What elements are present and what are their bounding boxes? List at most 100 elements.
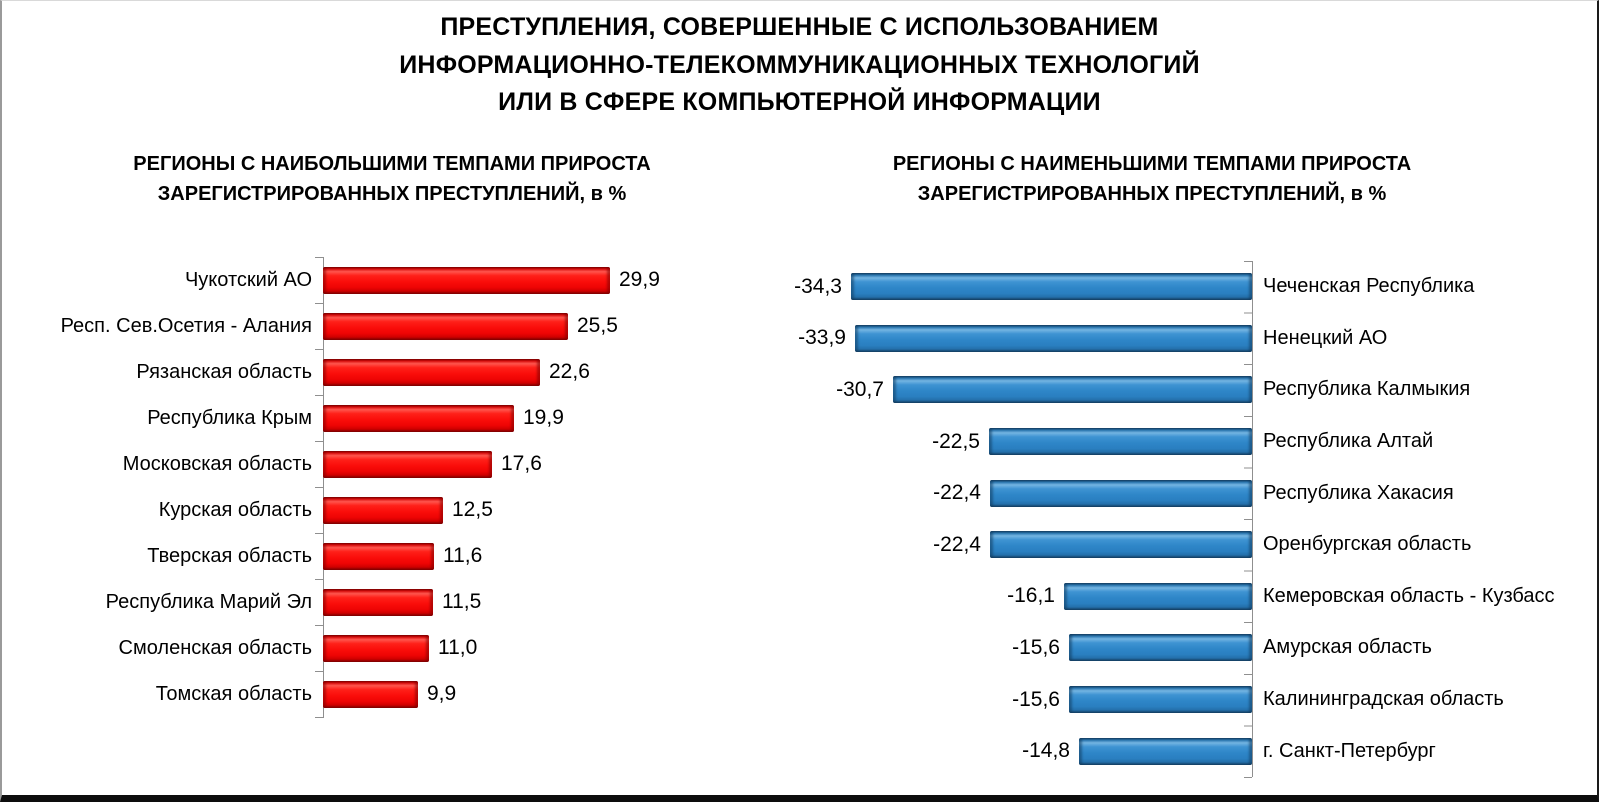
bar bbox=[990, 531, 1252, 559]
right-chart-title-line-1: РЕГИОНЫ С НАИМЕНЬШИМИ ТЕМПАМИ ПРИРОСТА bbox=[892, 153, 1412, 175]
value-label: -30,7 bbox=[836, 377, 884, 401]
chart-row: -22,4 Оренбургская область bbox=[772, 519, 1572, 571]
bar bbox=[893, 376, 1252, 404]
chart-row: -15,6 Амурская область bbox=[772, 622, 1572, 674]
chart-row: Московская область 17,6 bbox=[42, 441, 752, 487]
bar-zone: 17,6 bbox=[323, 450, 752, 478]
value-label: -14,8 bbox=[1022, 739, 1070, 763]
value-label: 11,5 bbox=[442, 590, 482, 613]
left-chart-title-line-2: ЗАРЕГИСТРИРОВАННЫХ ПРЕСТУПЛЕНИЙ, в % bbox=[157, 183, 627, 205]
bar bbox=[1064, 582, 1252, 610]
bar-zone: 22,6 bbox=[323, 358, 752, 386]
chart-row: Чукотский АО 29,9 bbox=[42, 257, 752, 303]
chart-row: -22,5 Республика Алтай bbox=[772, 416, 1572, 468]
bar-zone: -15,6 bbox=[772, 634, 1252, 662]
right-axis-line bbox=[1252, 261, 1253, 777]
chart-row: -30,7 Республика Калмыкия bbox=[772, 364, 1572, 416]
value-label: 29,9 bbox=[619, 268, 660, 291]
bar-zone: 11,0 bbox=[323, 634, 752, 662]
value-label: 22,6 bbox=[549, 360, 590, 383]
bar bbox=[1079, 737, 1252, 765]
category-label: Ненецкий АО bbox=[1263, 326, 1388, 349]
right-bar-chart: -34,3 Чеченская Республика -33,9 Ненецкий А… bbox=[772, 261, 1572, 779]
chart-row: Курская область 12,5 bbox=[42, 487, 752, 533]
bar bbox=[323, 680, 418, 708]
left-chart-title-line-1: РЕГИОНЫ С НАИБОЛЬШИМИ ТЕМПАМИ ПРИРОСТА bbox=[133, 153, 651, 175]
right-chart-title-line-2: ЗАРЕГИСТРИРОВАННЫХ ПРЕСТУПЛЕНИЙ, в % bbox=[917, 183, 1387, 205]
bar bbox=[989, 428, 1252, 456]
bar bbox=[323, 450, 492, 478]
bar bbox=[855, 324, 1252, 352]
category-label: Республика Марий Эл bbox=[105, 590, 312, 613]
bar-zone: -33,9 bbox=[772, 324, 1252, 352]
value-label: 11,0 bbox=[438, 636, 478, 659]
bar bbox=[323, 542, 434, 570]
category-label: Чеченская Республика bbox=[1263, 275, 1475, 298]
category-label: г. Санкт-Петербург bbox=[1263, 739, 1436, 762]
right-chart-title: РЕГИОНЫ С НАИМЕНЬШИМИ ТЕМПАМИ ПРИРОСТА З… bbox=[822, 149, 1482, 209]
value-label: 12,5 bbox=[452, 498, 493, 521]
chart-row: Республика Крым 19,9 bbox=[42, 395, 752, 441]
category-label: Амурская область bbox=[1263, 636, 1432, 659]
chart-row: Респ. Сев.Осетия - Алания 25,5 bbox=[42, 303, 752, 349]
category-label: Курская область bbox=[158, 498, 312, 521]
bar-zone: -34,3 bbox=[772, 273, 1252, 301]
bar bbox=[323, 312, 568, 340]
category-label: Республика Хакасия bbox=[1263, 481, 1454, 504]
category-label: Смоленская область bbox=[118, 636, 312, 659]
chart-row: -15,6 Калининградская область bbox=[772, 674, 1572, 726]
bar bbox=[323, 634, 429, 662]
left-chart-rows: Чукотский АО 29,9 Респ. Сев.Осетия - Алани… bbox=[42, 257, 752, 717]
chart-row: Рязанская область 22,6 bbox=[42, 349, 752, 395]
value-label: 9,9 bbox=[427, 682, 457, 705]
bar bbox=[1069, 634, 1252, 662]
bar-zone: 11,6 bbox=[323, 542, 752, 570]
bar-zone: -22,5 bbox=[772, 428, 1252, 456]
bar bbox=[323, 496, 443, 524]
left-axis-line bbox=[323, 257, 324, 718]
bar-zone: 19,9 bbox=[323, 404, 752, 432]
bar-zone: 12,5 bbox=[323, 496, 752, 524]
category-label: Тверская область bbox=[147, 544, 312, 567]
chart-row: -16,1 Кемеровская область - Кузбасс bbox=[772, 571, 1572, 623]
chart-row: Смоленская область 11,0 bbox=[42, 625, 752, 671]
value-label: 19,9 bbox=[523, 406, 564, 429]
main-title-line-2: ИНФОРМАЦИОННО-ТЕЛЕКОММУНИКАЦИОННЫХ ТЕХНО… bbox=[399, 50, 1200, 79]
category-label: Рязанская область bbox=[136, 360, 312, 383]
bar-zone: 29,9 bbox=[323, 266, 752, 294]
bar bbox=[1069, 686, 1252, 714]
bar bbox=[990, 479, 1252, 507]
category-label: Респ. Сев.Осетия - Алания bbox=[60, 314, 312, 337]
category-label: Оренбургская область bbox=[1263, 533, 1472, 556]
left-bar-chart: Чукотский АО 29,9 Респ. Сев.Осетия - Алани… bbox=[42, 257, 752, 719]
right-chart-rows: -34,3 Чеченская Республика -33,9 Ненецкий А… bbox=[772, 261, 1572, 777]
value-label: -22,5 bbox=[932, 429, 980, 453]
bar-zone: -15,6 bbox=[772, 686, 1252, 714]
bar bbox=[323, 266, 610, 294]
chart-row: -34,3 Чеченская Республика bbox=[772, 261, 1572, 313]
category-label: Чукотский АО bbox=[184, 268, 312, 291]
value-label: 11,6 bbox=[443, 544, 483, 567]
value-label: -22,4 bbox=[933, 481, 981, 505]
bar bbox=[851, 273, 1252, 301]
bar-zone: -22,4 bbox=[772, 531, 1252, 559]
bar bbox=[323, 358, 540, 386]
value-label: -15,6 bbox=[1012, 687, 1060, 711]
left-chart-title: РЕГИОНЫ С НАИБОЛЬШИМИ ТЕМПАМИ ПРИРОСТА З… bbox=[62, 149, 722, 209]
category-label: Московская область bbox=[122, 452, 312, 475]
bar-zone: 11,5 bbox=[323, 588, 752, 616]
chart-row: -14,8 г. Санкт-Петербург bbox=[772, 725, 1572, 777]
bar-zone: -14,8 bbox=[772, 737, 1252, 765]
main-title-line-3: ИЛИ В СФЕРЕ КОМПЬЮТЕРНОЙ ИНФОРМАЦИИ bbox=[498, 88, 1101, 116]
chart-row: -33,9 Ненецкий АО bbox=[772, 313, 1572, 365]
main-title-line-1: ПРЕСТУПЛЕНИЯ, СОВЕРШЕННЫЕ С ИСПОЛЬЗОВАНИ… bbox=[440, 13, 1159, 41]
bar-zone: -16,1 bbox=[772, 582, 1252, 610]
value-label: -15,6 bbox=[1012, 635, 1060, 659]
left-axis-ticks bbox=[315, 257, 323, 719]
bar bbox=[323, 404, 514, 432]
bar-zone: -22,4 bbox=[772, 479, 1252, 507]
category-label: Республика Калмыкия bbox=[1263, 378, 1471, 401]
value-label: 25,5 bbox=[577, 314, 618, 337]
bar-zone: -30,7 bbox=[772, 376, 1252, 404]
